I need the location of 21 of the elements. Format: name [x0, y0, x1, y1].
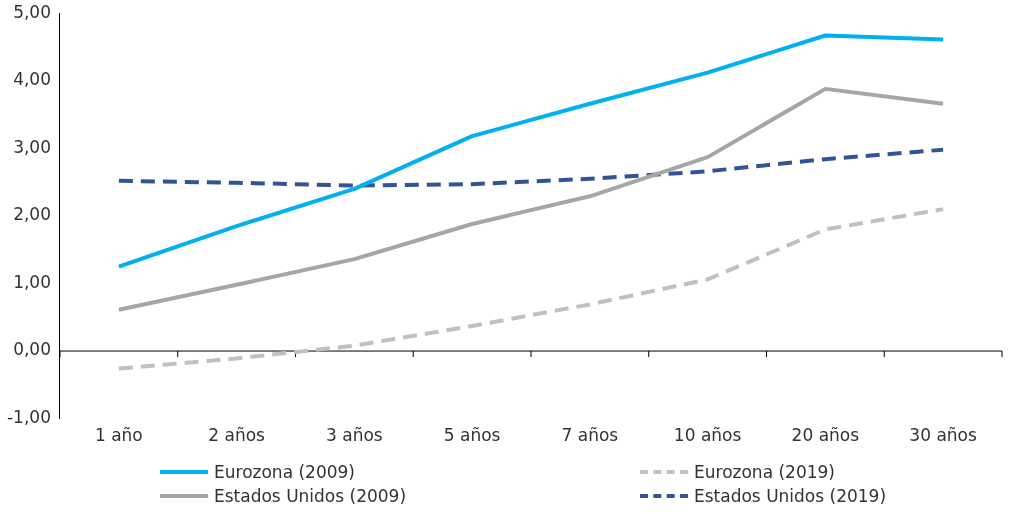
y-tick-label: 1,00: [13, 271, 51, 292]
x-tick-label: 3 años: [326, 425, 383, 446]
y-tick-label: 5,00: [13, 1, 51, 22]
line-series: [116, 207, 946, 371]
x-tick-label: 7 años: [561, 425, 619, 446]
y-tick-label: 0,00: [13, 339, 51, 360]
line-series: [116, 147, 946, 188]
x-tick-label: 20 años: [791, 425, 860, 446]
x-tick-label: 30 años: [909, 425, 977, 446]
legend-label: Eurozona (2019): [694, 462, 835, 482]
x-tick-label: 5 años: [443, 425, 501, 446]
x-tick-label: 1 año: [94, 425, 143, 446]
y-tick-label: -1,00: [6, 407, 51, 428]
y-tick-label: 4,00: [13, 69, 51, 90]
legend-label: Estados Unidos (2009): [214, 486, 407, 506]
x-tick-label: 10 años: [673, 425, 742, 446]
legend-label: Eurozona (2009): [214, 462, 355, 482]
x-tick-label: 2 años: [208, 425, 266, 446]
legend-label: Estados Unidos (2019): [694, 486, 887, 506]
y-tick-label: 2,00: [13, 204, 51, 225]
y-tick-label: 3,00: [13, 136, 51, 157]
